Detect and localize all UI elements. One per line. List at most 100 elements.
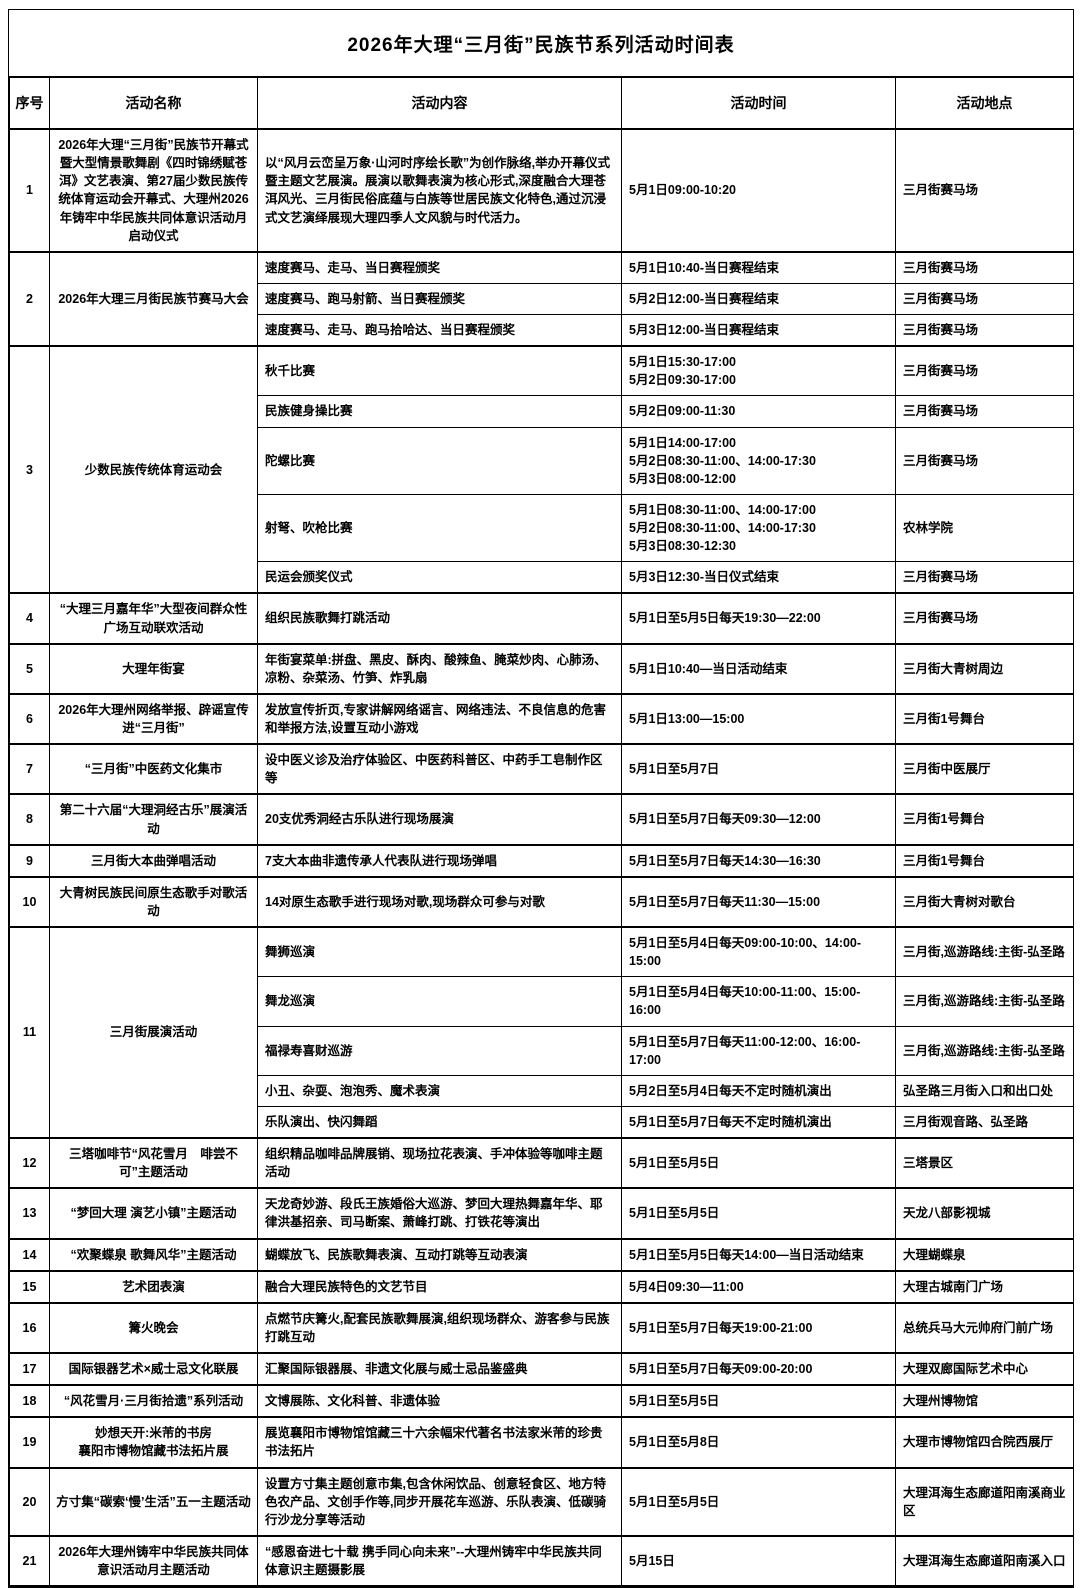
activity-place-cell: 三月街赛马场: [895, 426, 1074, 495]
activity-name-cell: 国际银器艺术×威士忌文化联展: [49, 1351, 258, 1386]
activity-content-cell: 设中医义诊及治疗体验区、中医药科普区、中药手工皂制作区等: [257, 743, 622, 795]
activity-content-cell: 射弩、吹枪比赛: [257, 493, 622, 563]
header-activity-name: 活动名称: [49, 76, 258, 130]
activity-content-cell: 蝴蝶放飞、民族歌舞表演、互动打跳等互动表演: [257, 1237, 622, 1272]
table-row: 12 三塔咖啡节“风花雪月 啡尝不可”主题活动 组织精品咖啡品牌展销、现场拉花表演、…: [9, 1136, 1074, 1189]
activity-name-cell: “三月街”中医药文化集市: [49, 743, 258, 795]
activity-place-cell: 三月街赛马场: [895, 592, 1074, 645]
activity-place-cell: 三月街大青树周边: [895, 642, 1074, 695]
activity-name-cell: 2026年大理州网络举报、辟谣宣传进“三月街”: [49, 692, 258, 745]
activity-place-cell: 三月街中医展厅: [895, 743, 1074, 795]
table-row: 5 大理年街宴 年街宴菜单:拼盘、黑皮、酥肉、酸辣鱼、腌菜炒肉、心肺汤、凉粉、杂菜汤…: [9, 642, 1074, 695]
activity-time-cell: 5月1日至5月5日: [621, 1384, 896, 1418]
activity-time-cell: 5月2日12:00-当日赛程结束: [621, 282, 896, 316]
table-row: 19 妙想天开:米芾的书房 襄阳市博物馆藏书法拓片展 展览襄阳市博物馆馆藏三十六余幅…: [9, 1416, 1074, 1469]
activity-place-cell: 弘圣路三月街入口和出口处: [895, 1074, 1074, 1107]
table-row: 1 2026年大理“三月街”民族节开幕式暨大型情景歌舞剧《四时锦绣赋苍洱》文艺表演…: [9, 128, 1074, 253]
activity-place-cell: 大理双廊国际艺术中心: [895, 1351, 1074, 1386]
activity-name-cell: 第二十六届“大理洞经古乐”展演活动: [49, 793, 258, 846]
table-header: 序号 活动名称 活动内容 活动时间 活动地点: [9, 76, 1074, 130]
activity-content-cell: 融合大理民族特色的文艺节目: [257, 1269, 622, 1304]
activity-time-cell: 5月3日12:00-当日赛程结束: [621, 314, 896, 347]
activity-place-cell: 天龙八部影视城: [895, 1187, 1074, 1240]
row-number-cell: 18: [9, 1384, 50, 1418]
table-row: 16 篝火晚会 点燃节庆篝火,配套民族歌舞展演,组织现场群众、游客参与民族打跳互动 5…: [9, 1301, 1074, 1354]
activity-content-cell: 秋千比赛: [257, 345, 622, 397]
table-row: 乐队演出、快闪舞蹈 5月1日至5月7日每天不定时随机演出 三月街观音路、弘圣路: [10, 1105, 1074, 1139]
activity-time-cell: 5月1日至5月7日每天14:30—16:30: [621, 843, 896, 878]
activity-time-cell: 5月2日09:00-11:30: [621, 395, 896, 428]
activity-time-cell: 5月2日至5月4日每天不定时随机演出: [621, 1074, 896, 1107]
activity-content-cell: 陀螺比赛: [257, 426, 622, 495]
activity-time-cell: 5月4日09:30—11:00: [621, 1269, 896, 1304]
activity-place-cell: 大理古城南门广场: [895, 1269, 1074, 1304]
activity-name-cell: 少数民族传统体育运动会: [49, 345, 258, 594]
activity-name-cell: 三月街大本曲弹唱活动: [49, 843, 258, 878]
activity-content-cell: 点燃节庆篝火,配套民族歌舞展演,组织现场群众、游客参与民族打跳互动: [257, 1301, 622, 1354]
table-row: 6 2026年大理州网络举报、辟谣宣传进“三月街” 发放宣传折页,专家讲解网络谣言、…: [9, 692, 1074, 745]
activity-place-cell: 三月街,巡游路线:主街-弘圣路: [895, 1025, 1074, 1076]
activity-place-cell: 三月街1号舞台: [895, 793, 1074, 846]
table-body: 1 2026年大理“三月街”民族节开幕式暨大型情景歌舞剧《四时锦绣赋苍洱》文艺表演…: [9, 128, 1074, 1587]
table-row: 速度赛马、走马、跑马拾哈达、当日赛程颁奖 5月3日12:00-当日赛程结束 三月街赛…: [10, 314, 1074, 347]
table-row: 小丑、杂耍、泡泡秀、魔术表演 5月2日至5月4日每天不定时随机演出 弘圣路三月街入口…: [10, 1074, 1074, 1107]
activity-time-cell: 5月1日13:00—15:00: [621, 692, 896, 745]
activity-place-cell: 农林学院: [895, 493, 1074, 563]
activity-place-cell: 大理蝴蝶泉: [895, 1237, 1074, 1272]
activity-content-cell: 7支大本曲非遗传承人代表队进行现场弹唱: [257, 843, 622, 878]
activity-content-cell: 设置方寸集主题创意市集,包含休闲饮品、创意轻食区、地方特色农产品、文创手作等,同…: [257, 1466, 622, 1537]
activity-time-cell: 5月1日08:30-11:00、14:00-17:00 5月2日08:30-11…: [621, 493, 896, 563]
table-row: 9 三月街大本曲弹唱活动 7支大本曲非遗传承人代表队进行现场弹唱 5月1日至5月7日每…: [9, 843, 1074, 878]
activity-name-cell: “风花雪月·三月街拾遗”系列活动: [49, 1384, 258, 1418]
activities-table: 序号 活动名称 活动内容 活动时间 活动地点 1 2026年大理“三月街”民族节开…: [9, 76, 1074, 1587]
table-row: 射弩、吹枪比赛 5月1日08:30-11:00、14:00-17:00 5月2日0…: [10, 493, 1074, 563]
activity-time-cell: 5月1日至5月5日: [621, 1136, 896, 1189]
activity-content-cell: 20支优秀洞经古乐队进行现场展演: [257, 793, 622, 846]
row-number-cell: 1: [9, 128, 50, 253]
row-number-cell: 14: [9, 1237, 50, 1272]
activity-content-cell: 福禄寿喜财巡游: [257, 1025, 622, 1076]
activity-time-cell: 5月1日09:00-10:20: [621, 128, 896, 253]
row-number-cell: 13: [9, 1187, 50, 1240]
activity-place-cell: 三月街赛马场: [895, 561, 1074, 594]
activity-content-cell: 舞狮巡演: [257, 926, 622, 978]
activity-place-cell: 三月街1号舞台: [895, 843, 1074, 878]
activity-name-cell: 大理年街宴: [49, 642, 258, 695]
activity-time-cell: 5月1日10:40-当日赛程结束: [621, 250, 896, 284]
row-number-cell: 6: [9, 692, 50, 745]
table-row: 21 2026年大理州铸牢中华民族共同体意识活动月主题活动 “感恩奋进七十载 携手同…: [9, 1534, 1074, 1587]
activity-name-cell: “梦回大理 演艺小镇”主题活动: [49, 1187, 258, 1240]
activity-name-cell: 2026年大理州铸牢中华民族共同体意识活动月主题活动: [49, 1534, 258, 1587]
row-number-cell: 10: [9, 875, 50, 928]
activity-place-cell: 三月街大青树对歌台: [895, 875, 1074, 928]
activity-time-cell: 5月1日14:00-17:00 5月2日08:30-11:00、14:00-17…: [621, 426, 896, 495]
table-row: 11 三月街展演活动 舞狮巡演 5月1日至5月4日每天09:00-10:00、14:0…: [9, 926, 1074, 1139]
row-number-cell: 3: [9, 345, 50, 594]
activity-time-cell: 5月1日至5月5日每天19:30—22:00: [621, 592, 896, 645]
activity-place-cell: 大理洱海生态廊道阳南溪商业区: [895, 1466, 1074, 1537]
activity-time-cell: 5月1日至5月7日每天不定时随机演出: [621, 1105, 896, 1139]
activity-content-cell: “感恩奋进七十载 携手同心向未来”--大理州铸牢中华民族共同体意识主题摄影展: [257, 1534, 622, 1587]
activity-place-cell: 三月街赛马场: [895, 395, 1074, 428]
row-number-cell: 11: [9, 926, 50, 1139]
activity-name-cell: “大理三月嘉年华”大型夜间群众性广场互动联欢活动: [49, 592, 258, 645]
activity-name-cell: 艺术团表演: [49, 1269, 258, 1304]
table-row: 速度赛马、跑马射箭、当日赛程颁奖 5月2日12:00-当日赛程结束 三月街赛马场: [10, 282, 1074, 316]
header-activity-time: 活动时间: [621, 76, 896, 130]
row-number-cell: 5: [9, 642, 50, 695]
row-number-cell: 4: [9, 592, 50, 645]
table-row: 10 大青树民族民间原生态歌手对歌活动 14对原生态歌手进行现场对歌,现场群众可参与…: [9, 875, 1074, 928]
activity-content-cell: 文博展陈、文化科普、非遗体验: [257, 1384, 622, 1418]
row-number-cell: 19: [9, 1416, 50, 1469]
activity-content-cell: 发放宣传折页,专家讲解网络谣言、网络违法、不良信息的危害和举报方法,设置互动小游…: [257, 692, 622, 745]
activity-name-cell: 方寸集“碳索‘慢’生活”五一主题活动: [49, 1466, 258, 1537]
activity-place-cell: 三月街,巡游路线:主街-弘圣路: [895, 976, 1074, 1027]
activity-content-cell: 年街宴菜单:拼盘、黑皮、酥肉、酸辣鱼、腌菜炒肉、心肺汤、凉粉、杂菜汤、竹笋、炸乳…: [257, 642, 622, 695]
activity-name-cell: 篝火晚会: [49, 1301, 258, 1354]
activity-time-cell: 5月15日: [621, 1534, 896, 1587]
activity-place-cell: 三塔景区: [895, 1136, 1074, 1189]
activity-place-cell: 大理洱海生态廊道阳南溪入口: [895, 1534, 1074, 1587]
page-title: 2026年大理“三月街”民族节系列活动时间表: [347, 34, 735, 56]
activity-place-cell: 三月街赛马场: [895, 250, 1074, 284]
table-row: 3 少数民族传统体育运动会 秋千比赛 5月1日15:30-17:00 5月2日09:3…: [9, 345, 1074, 594]
